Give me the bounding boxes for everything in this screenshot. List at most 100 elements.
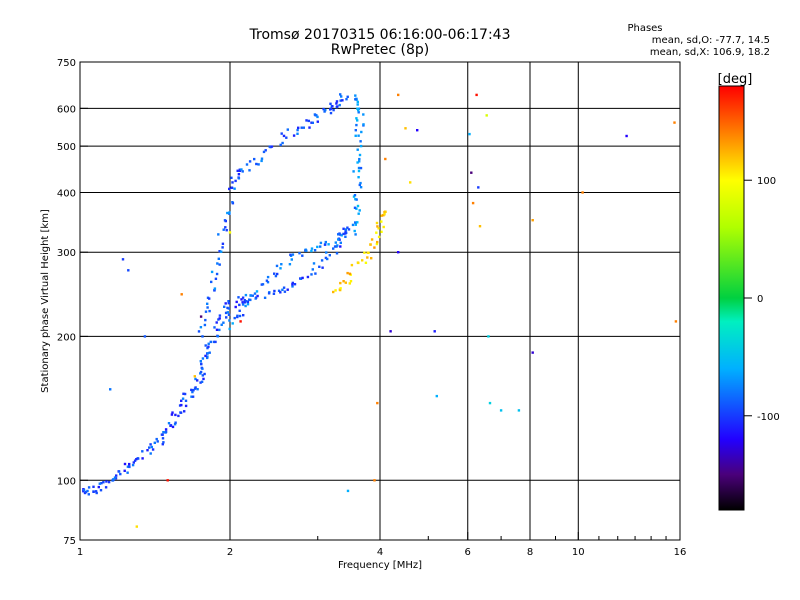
data-point: [354, 98, 357, 101]
data-point: [355, 123, 358, 127]
data-point: [253, 292, 257, 295]
data-point: [344, 235, 347, 238]
data-point: [201, 374, 204, 377]
data-point: [228, 212, 231, 215]
data-point: [213, 288, 216, 292]
x-tick-label: 8: [527, 547, 533, 558]
data-point: [356, 161, 359, 164]
data-point: [313, 249, 317, 252]
data-point: [218, 317, 221, 320]
data-point: [348, 272, 352, 275]
data-point: [332, 247, 335, 250]
data-point: [244, 293, 248, 297]
data-point: [364, 261, 368, 264]
data-point: [207, 345, 210, 348]
data-point: [358, 209, 361, 212]
data-point: [227, 307, 230, 310]
data-point: [174, 413, 177, 417]
data-point: [241, 170, 244, 173]
data-point: [345, 98, 348, 101]
data-point: [337, 233, 340, 236]
data-point: [338, 233, 342, 236]
data-point: [313, 113, 317, 116]
data-point: [332, 108, 335, 112]
data-point: [376, 225, 379, 228]
data-point: [215, 328, 219, 331]
data-point: [97, 485, 100, 489]
data-point: [121, 258, 125, 261]
data-point: [356, 100, 359, 104]
data-point: [201, 367, 204, 370]
data-point: [161, 437, 165, 440]
data-point: [228, 187, 231, 191]
data-point: [359, 144, 363, 148]
data-point: [92, 485, 95, 488]
data-point: [181, 397, 185, 400]
data-point: [272, 292, 276, 295]
data-point: [177, 414, 180, 418]
data-point: [180, 403, 183, 407]
data-point: [314, 272, 317, 275]
data-point: [260, 159, 263, 163]
data-point: [133, 459, 137, 462]
data-point: [322, 107, 325, 111]
phases-o-mode: mean, sd,O: -77.7, 14.5: [651, 35, 770, 46]
data-point: [335, 252, 339, 255]
data-point: [380, 230, 383, 233]
data-point: [228, 231, 232, 234]
data-point: [131, 463, 135, 467]
data-point: [239, 320, 242, 323]
data-point: [100, 482, 103, 485]
data-point: [339, 245, 342, 248]
data-point: [325, 251, 328, 254]
data-point: [673, 121, 676, 124]
data-point: [356, 119, 359, 122]
colorbar: [deg] 100 0 -100: [718, 72, 780, 511]
data-point: [228, 211, 231, 214]
data-point: [416, 129, 419, 132]
chart-subtitle: RwPretec (8p): [330, 42, 430, 58]
data-point: [225, 316, 228, 319]
data-point: [344, 230, 347, 233]
data-point: [342, 232, 345, 236]
data-point: [126, 471, 129, 474]
x-tick-label: 6: [465, 547, 471, 558]
data-point: [141, 450, 144, 453]
data-point: [236, 314, 239, 317]
data-point: [197, 330, 201, 333]
data-point: [357, 134, 360, 137]
data-point: [206, 355, 209, 358]
data-point: [292, 134, 296, 137]
data-point: [316, 120, 319, 123]
data-point: [199, 372, 202, 375]
grid-lines: [80, 62, 680, 540]
data-point: [301, 276, 304, 280]
data-point: [397, 93, 400, 97]
data-point: [236, 169, 239, 172]
y-tick-label: 100: [57, 476, 76, 487]
data-point: [213, 287, 217, 290]
data-point: [226, 311, 229, 314]
data-point: [162, 441, 165, 444]
y-tick-label: 750: [57, 58, 76, 69]
data-point: [335, 102, 338, 105]
data-point: [362, 123, 365, 126]
data-point: [182, 392, 185, 395]
data-point: [196, 388, 199, 391]
data-point: [245, 300, 248, 303]
data-point: [307, 119, 310, 123]
data-point: [240, 298, 243, 301]
data-point: [485, 114, 488, 117]
data-point: [581, 191, 584, 194]
data-point: [164, 431, 167, 434]
data-point: [216, 262, 219, 265]
data-point: [223, 219, 227, 222]
x-tick-label: 16: [674, 547, 687, 558]
data-point: [290, 258, 293, 261]
data-point: [351, 223, 355, 227]
data-point: [206, 306, 209, 309]
data-point: [319, 241, 323, 245]
data-point: [296, 132, 299, 135]
data-point: [375, 231, 378, 234]
